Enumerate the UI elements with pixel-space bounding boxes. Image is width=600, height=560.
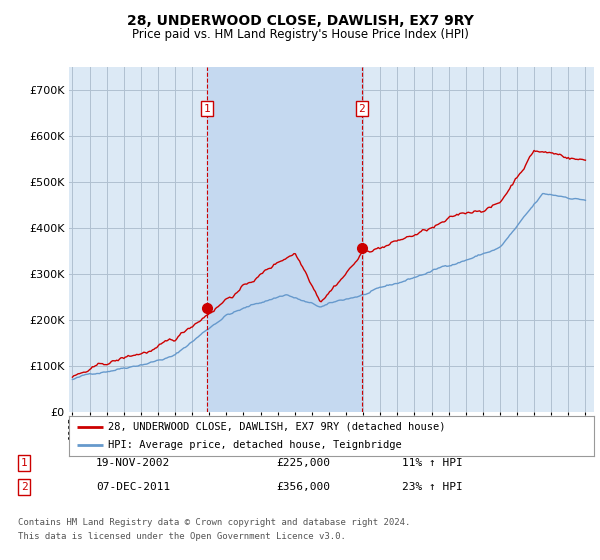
Text: 23% ↑ HPI: 23% ↑ HPI [402, 482, 463, 492]
Text: 2: 2 [20, 482, 28, 492]
Text: 11% ↑ HPI: 11% ↑ HPI [402, 458, 463, 468]
Text: 28, UNDERWOOD CLOSE, DAWLISH, EX7 9RY: 28, UNDERWOOD CLOSE, DAWLISH, EX7 9RY [127, 14, 473, 28]
Text: £356,000: £356,000 [276, 482, 330, 492]
Text: HPI: Average price, detached house, Teignbridge: HPI: Average price, detached house, Teig… [109, 440, 402, 450]
Text: 1: 1 [20, 458, 28, 468]
Text: 07-DEC-2011: 07-DEC-2011 [96, 482, 170, 492]
Text: £225,000: £225,000 [276, 458, 330, 468]
Text: 19-NOV-2002: 19-NOV-2002 [96, 458, 170, 468]
Text: 1: 1 [204, 104, 211, 114]
Text: Contains HM Land Registry data © Crown copyright and database right 2024.: Contains HM Land Registry data © Crown c… [18, 518, 410, 527]
Bar [207, 67, 362, 412]
Text: This data is licensed under the Open Government Licence v3.0.: This data is licensed under the Open Gov… [18, 532, 346, 541]
Text: 28, UNDERWOOD CLOSE, DAWLISH, EX7 9RY (detached house): 28, UNDERWOOD CLOSE, DAWLISH, EX7 9RY (d… [109, 422, 446, 432]
Text: 2: 2 [358, 104, 365, 114]
Text: Price paid vs. HM Land Registry's House Price Index (HPI): Price paid vs. HM Land Registry's House … [131, 28, 469, 41]
